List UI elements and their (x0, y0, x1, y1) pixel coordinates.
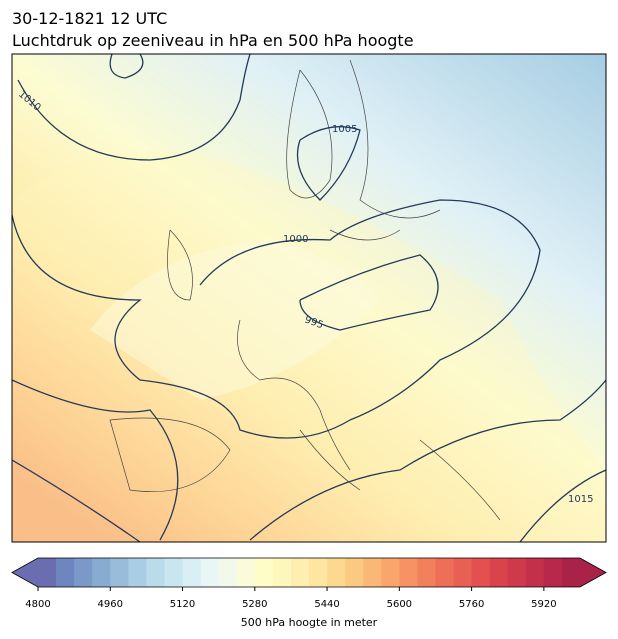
contour-label: 1015 (568, 494, 593, 505)
colorbar-segment (327, 558, 346, 587)
colorbar-tick-label: 5760 (459, 599, 484, 610)
map-frame (11, 53, 607, 543)
colorbar-tick-label: 5280 (242, 599, 267, 610)
height-band (90, 240, 380, 400)
colorbar-segment (200, 558, 220, 587)
isobar (109, 54, 144, 79)
isobar (12, 199, 541, 439)
colorbar-tick-label: 4960 (98, 599, 123, 610)
isobar (299, 254, 439, 331)
colorbar-segment (290, 558, 310, 587)
title: 30-12-1821 12 UTC (12, 9, 167, 28)
colorbar-segment (74, 558, 93, 587)
colorbar-frame (11, 557, 607, 588)
colorbar-segment (254, 558, 274, 587)
colorbar-segment (543, 558, 563, 587)
subtitle: Luchtdruk op zeeniveau in hPa en 500 hPa… (12, 31, 414, 50)
contour-label: 1000 (283, 234, 308, 245)
colorbar-segment (363, 558, 382, 587)
colorbar-tick-label: 4800 (25, 599, 50, 610)
colorbar-segment (489, 558, 509, 587)
colorbar-segment (525, 558, 545, 587)
colorbar-label: 500 hPa hoogte in meter (241, 616, 378, 629)
isobar (17, 54, 251, 161)
colorbar-segment (417, 558, 436, 587)
colorbar-tick-label: 5920 (531, 599, 556, 610)
colorbar-segment (164, 558, 184, 587)
isobar (296, 126, 361, 201)
colorbar-extend-high (580, 558, 606, 587)
colorbar-segment (272, 558, 292, 587)
colorbar-segment (56, 558, 75, 587)
colorbar-segment (146, 558, 165, 587)
colorbar-segment (453, 558, 473, 587)
colorbar-segment (435, 558, 455, 587)
colorbar-segment (38, 558, 57, 587)
map: 1010 1005 1000 995 1015 (12, 54, 606, 542)
isobar (12, 459, 606, 542)
colorbar-tick-label: 5600 (387, 599, 412, 610)
contour-label: 1005 (332, 124, 357, 135)
colorbar-segment (110, 558, 129, 587)
colorbar-segment (345, 558, 364, 587)
colorbar-tick-label: 5120 (170, 599, 195, 610)
colorbar-segment (128, 558, 147, 587)
colorbar-segment (507, 558, 527, 587)
colorbar-segment (399, 558, 418, 587)
colorbar-segment (92, 558, 111, 587)
isobar (12, 379, 606, 541)
colorbar-segment (309, 558, 328, 587)
colorbar-segment (182, 558, 202, 587)
colorbar-segment (561, 558, 581, 587)
colorbar-segment (471, 558, 491, 587)
coastline (109, 59, 501, 521)
colorbar-extend-low (12, 558, 38, 587)
colorbar-segment (236, 558, 256, 587)
colorbar-segment (218, 558, 238, 587)
colorbar-segment (381, 558, 400, 587)
colorbar-tick-label: 5440 (314, 599, 339, 610)
colorbar: 4800 4960 5120 5280 5440 5600 5760 5920 500 hPa … (11, 557, 607, 629)
